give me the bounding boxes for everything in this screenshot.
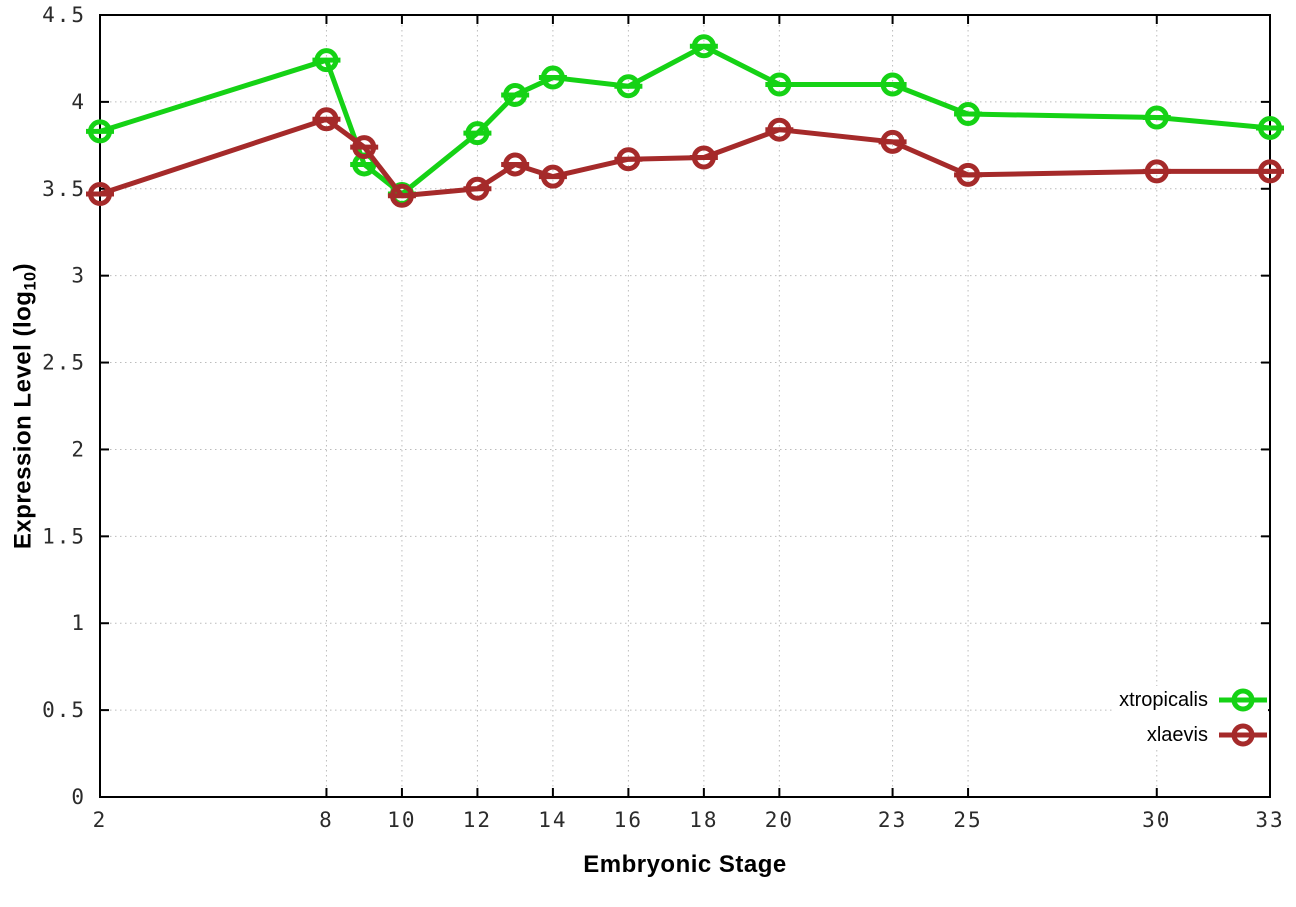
data-point-xlaevis <box>691 145 716 170</box>
ytick-label: 0 <box>71 785 86 809</box>
plot-border <box>99 14 1271 798</box>
data-point-xlaevis <box>465 176 490 201</box>
series-sample-icon-xtropicalis <box>1218 686 1268 714</box>
y-axis-title-close: ) <box>9 262 37 272</box>
data-point-xlaevis <box>314 107 339 132</box>
ytick-label: 3 <box>71 264 86 288</box>
ytick-label: 3.5 <box>42 177 86 201</box>
xtick-label: 12 <box>463 808 492 832</box>
data-point-xtropicalis <box>503 82 528 107</box>
xtick-label: 30 <box>1142 808 1171 832</box>
series-sample-icon-xlaevis <box>1218 721 1268 749</box>
data-point-xtropicalis <box>691 34 716 59</box>
y-axis-title-subscript: 10 <box>21 271 40 291</box>
legend-item-xtropicalis: xtropicalis <box>1119 686 1268 714</box>
xtick-label: 10 <box>387 808 416 832</box>
x-axis-title: Embryonic Stage <box>583 851 787 878</box>
series-line-xlaevis <box>97 116 1273 199</box>
data-point-xlaevis <box>956 162 981 187</box>
xtick-label: 18 <box>689 808 718 832</box>
legend: xtropicalis xlaevis <box>1113 686 1268 749</box>
xtick-label: 23 <box>878 808 907 832</box>
data-point-xlaevis <box>503 152 528 177</box>
data-point-xtropicalis <box>1144 105 1169 130</box>
legend-label-xtropicalis: xtropicalis <box>1119 688 1208 711</box>
data-point-xtropicalis <box>956 102 981 127</box>
data-point-xtropicalis <box>314 48 339 73</box>
ytick-label: 4 <box>71 90 86 114</box>
xtick-label: 16 <box>614 808 643 832</box>
data-point-xtropicalis <box>1258 115 1282 140</box>
data-point-xtropicalis <box>88 119 112 144</box>
ytick-label: 2 <box>71 437 86 461</box>
data-point-xtropicalis <box>540 65 565 90</box>
ytick-label: 2.5 <box>42 351 86 375</box>
y-axis-title: Expression Level (log10) <box>9 263 40 549</box>
xtick-label: 8 <box>319 808 334 832</box>
data-point-xtropicalis <box>880 72 905 97</box>
data-point-xtropicalis <box>616 74 641 99</box>
legend-item-xlaevis: xlaevis <box>1147 721 1268 749</box>
legend-label-xlaevis: xlaevis <box>1146 723 1208 746</box>
data-point-xlaevis <box>540 164 565 189</box>
data-point-xlaevis <box>352 135 377 160</box>
ytick-label: 1.5 <box>42 524 86 548</box>
data-point-xlaevis <box>1144 159 1169 184</box>
data-point-xlaevis <box>880 129 905 154</box>
ytick-label: 0.5 <box>42 698 86 722</box>
data-point-xlaevis <box>389 183 414 208</box>
xtick-label: 2 <box>93 808 108 832</box>
ytick-label: 1 <box>71 611 86 635</box>
xtick-label: 33 <box>1255 808 1284 832</box>
data-point-xlaevis <box>767 117 792 142</box>
data-point-xlaevis <box>616 147 641 172</box>
data-point-xtropicalis <box>465 121 490 146</box>
ytick-label: 4.5 <box>42 3 86 27</box>
y-axis-title-main: Expression Level (log <box>9 290 37 550</box>
data-point-xlaevis <box>88 181 112 206</box>
xtick-label: 25 <box>953 808 982 832</box>
data-point-xlaevis <box>1258 159 1282 184</box>
xtick-label: 14 <box>538 808 567 832</box>
data-point-xtropicalis <box>767 72 792 97</box>
xtick-label: 20 <box>765 808 794 832</box>
